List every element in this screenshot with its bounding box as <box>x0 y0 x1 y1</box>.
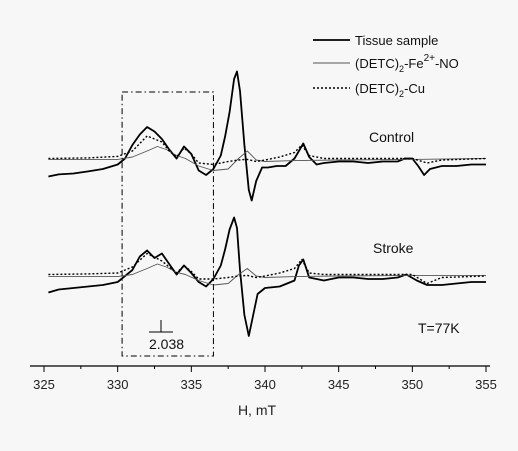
series-layer <box>48 70 487 337</box>
control-series-tissue-sample <box>48 70 486 202</box>
x-tick-label-335: 335 <box>180 377 202 392</box>
control-series-detc-2-cu <box>48 135 487 166</box>
stroke-label: Stroke <box>373 240 414 256</box>
legend: Tissue sample (DETC)2-Fe2+-NO (DETC)2-Cu <box>313 33 459 99</box>
x-tick-label-340: 340 <box>254 377 276 392</box>
control-series-detc-2-fe2-no <box>48 146 487 171</box>
x-tick-label-345: 345 <box>328 377 350 392</box>
stroke-series-detc-2-cu <box>48 252 487 285</box>
stroke-series-tissue-sample <box>48 216 486 337</box>
legend-label-tissue: Tissue sample <box>355 33 438 48</box>
panel-control <box>48 70 487 202</box>
temperature-label: T=77K <box>418 320 460 336</box>
x-tick-label-350: 350 <box>401 377 423 392</box>
legend-label-cu: (DETC)2-Cu <box>355 81 425 99</box>
x-tick-label-355: 355 <box>475 377 497 392</box>
legend-label-fe-no: (DETC)2-Fe2+-NO <box>355 53 459 74</box>
control-label: Control <box>369 129 414 145</box>
g-value-label: 2.038 <box>149 336 184 352</box>
x-tick-label-330: 330 <box>107 377 129 392</box>
x-axis-ticks: 325 330 335 340 345 350 355 <box>33 366 497 392</box>
highlight-box <box>121 91 214 357</box>
x-tick-label-325: 325 <box>33 377 55 392</box>
g-value-marker: 2.038 <box>149 320 184 352</box>
x-axis-label: H, mT <box>238 402 277 418</box>
